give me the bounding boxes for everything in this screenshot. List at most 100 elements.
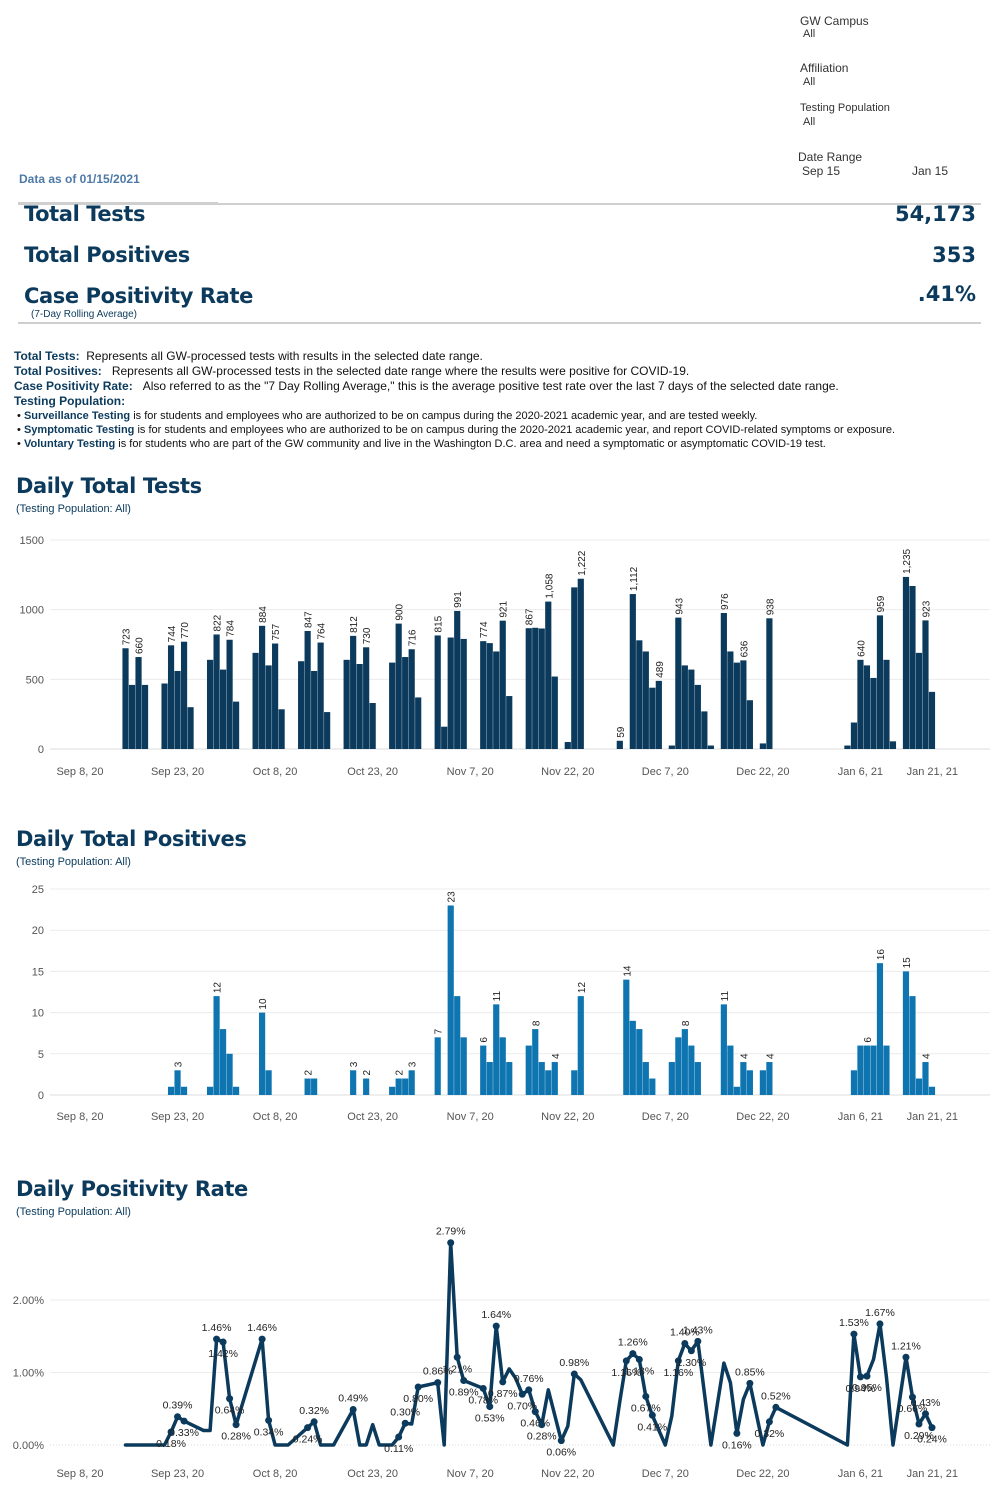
x-tick-label: Sep 23, 20 bbox=[151, 1111, 204, 1123]
bar bbox=[850, 722, 858, 749]
data-point bbox=[525, 1386, 533, 1394]
def-bullet-key: Surveillance Testing bbox=[23, 410, 131, 422]
data-label: 938 bbox=[765, 598, 776, 615]
data-point bbox=[648, 1411, 656, 1419]
x-tick-label: Oct 8, 20 bbox=[253, 766, 298, 778]
data-point bbox=[232, 1421, 240, 1429]
data-point bbox=[622, 1357, 630, 1365]
def-total-tests-key: Total Tests: bbox=[14, 349, 80, 363]
data-label: 1.46% bbox=[247, 1322, 277, 1334]
bar bbox=[532, 627, 539, 749]
date-range-start[interactable]: Sep 15 bbox=[802, 164, 841, 178]
def-bullet-key: Voluntary Testing bbox=[23, 438, 116, 450]
bar bbox=[857, 1045, 864, 1095]
data-label: 943 bbox=[674, 597, 685, 614]
data-label: 8 bbox=[531, 1020, 542, 1026]
bar bbox=[545, 601, 552, 749]
data-label: 14 bbox=[622, 965, 633, 977]
data-point bbox=[395, 1433, 403, 1441]
bar bbox=[870, 677, 877, 749]
bar bbox=[415, 697, 422, 749]
data-label: 1,235 bbox=[902, 548, 913, 573]
bar bbox=[350, 635, 357, 749]
y-tick-label: 1000 bbox=[20, 605, 44, 617]
data-label: 1.46% bbox=[202, 1322, 232, 1334]
bar bbox=[629, 594, 636, 749]
data-label: 6 bbox=[863, 1037, 874, 1043]
bar bbox=[571, 1070, 578, 1095]
bar bbox=[902, 971, 910, 1095]
x-tick-label: Sep 23, 20 bbox=[151, 1468, 204, 1480]
bar bbox=[128, 684, 136, 749]
data-label: 0.43% bbox=[911, 1397, 941, 1409]
x-tick-label: Nov 22, 20 bbox=[541, 1111, 594, 1123]
data-label: 0.32% bbox=[755, 1428, 785, 1440]
bar bbox=[564, 742, 571, 749]
data-point bbox=[479, 1384, 487, 1392]
total-tests-label: Total Tests bbox=[24, 202, 146, 226]
bar bbox=[499, 1037, 506, 1095]
metrics-divider-bottom bbox=[18, 322, 981, 324]
def-total-positives-key: Total Positives: bbox=[14, 364, 102, 378]
x-tick-label: Oct 23, 20 bbox=[347, 766, 398, 778]
data-label: 2.79% bbox=[436, 1226, 466, 1238]
x-tick-label: Nov 22, 20 bbox=[541, 1468, 594, 1480]
bar bbox=[298, 661, 305, 749]
data-label: 1.16% bbox=[611, 1367, 641, 1379]
data-point bbox=[557, 1437, 565, 1445]
data-point bbox=[174, 1413, 182, 1421]
bar bbox=[636, 1029, 643, 1095]
series-line bbox=[123, 1240, 934, 1447]
data-label: 923 bbox=[921, 600, 932, 617]
bar bbox=[863, 1045, 871, 1095]
data-label: 0.39% bbox=[163, 1400, 193, 1412]
data-label: 0.46% bbox=[520, 1418, 550, 1430]
data-point bbox=[694, 1337, 702, 1345]
bar bbox=[545, 1070, 552, 1095]
campus-filter-value[interactable]: All bbox=[803, 28, 816, 40]
data-label: 0.06% bbox=[546, 1447, 576, 1459]
data-label: 757 bbox=[271, 623, 282, 640]
bar bbox=[733, 662, 740, 749]
date-range-label: Date Range bbox=[798, 150, 863, 164]
tests-chart-title: Daily Total Tests bbox=[16, 474, 202, 498]
population-filter-value[interactable]: All bbox=[803, 116, 816, 128]
bar bbox=[135, 657, 142, 749]
daily-tests-chart: 0 500 1000 1500 Sep 8, 20 Sep 23, 20 Oct 8, 20… bbox=[20, 535, 990, 778]
bar bbox=[733, 1086, 740, 1095]
data-label: 3 bbox=[174, 1061, 185, 1067]
bar bbox=[141, 684, 149, 749]
def-total-tests: Total Tests: Represents all GW-processed… bbox=[14, 349, 989, 364]
y-tick-label: 0 bbox=[38, 1090, 44, 1102]
data-point bbox=[219, 1338, 227, 1346]
x-tick-label: Jan 21, 21 bbox=[907, 766, 958, 778]
data-label: 660 bbox=[135, 637, 146, 654]
bar bbox=[408, 1070, 415, 1095]
data-point bbox=[902, 1353, 910, 1361]
data-label: 0.28% bbox=[221, 1431, 251, 1443]
bar bbox=[876, 615, 884, 749]
bar bbox=[395, 1078, 402, 1095]
x-tick-label: Oct 8, 20 bbox=[253, 1111, 298, 1123]
data-label: 884 bbox=[258, 606, 269, 623]
data-point bbox=[460, 1376, 468, 1384]
data-point bbox=[915, 1420, 923, 1428]
data-point bbox=[921, 1410, 929, 1418]
def-bullet-text: is for students and employees who are au… bbox=[134, 424, 896, 436]
bar bbox=[688, 669, 695, 749]
bar bbox=[740, 660, 747, 749]
data-as-of: Data as of 01/15/2021 bbox=[19, 172, 140, 186]
bar bbox=[681, 1029, 688, 1095]
bar bbox=[850, 1070, 858, 1095]
bar bbox=[219, 669, 227, 749]
bar bbox=[863, 665, 871, 749]
bar bbox=[226, 1053, 233, 1095]
affiliation-filter-value[interactable]: All bbox=[803, 76, 816, 88]
bar bbox=[447, 637, 454, 749]
bar bbox=[232, 1086, 240, 1095]
x-tick-label: Sep 8, 20 bbox=[56, 1468, 103, 1480]
data-point bbox=[349, 1405, 357, 1413]
date-range-end[interactable]: Jan 15 bbox=[912, 164, 949, 178]
x-tick-label: Dec 22, 20 bbox=[736, 766, 789, 778]
positivity-chart-subtitle: (Testing Population: All) bbox=[16, 1206, 131, 1218]
